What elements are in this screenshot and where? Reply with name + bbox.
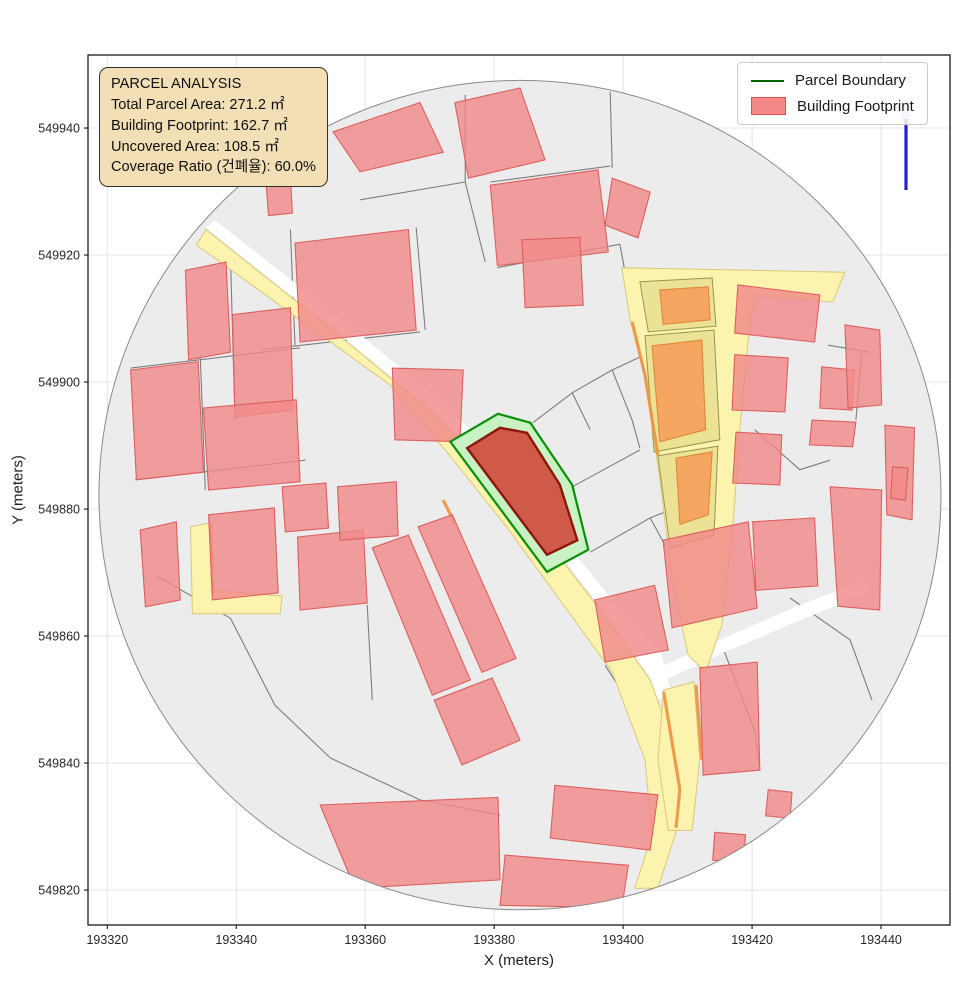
legend-item-building-footprint: Building Footprint [751,97,914,115]
building [391,367,464,443]
building [296,529,368,611]
parcel-analysis-line: Uncovered Area: 108.5 ㎡ [111,138,279,155]
legend-label: Building Footprint [797,97,914,115]
svg-text:549820: 549820 [38,884,80,898]
building [731,354,789,413]
building [549,784,659,851]
building [521,236,584,309]
svg-text:193400: 193400 [602,933,644,947]
orange-buildings-layer [651,286,713,526]
legend-item-parcel-boundary: Parcel Boundary [751,72,914,89]
building [208,507,279,601]
svg-text:549860: 549860 [38,630,80,644]
building [699,661,761,776]
building [294,228,417,343]
parcel-analysis-title: PARCEL ANALYSIS [111,76,242,92]
building [604,177,651,239]
orange-building [659,286,711,325]
building [371,534,472,696]
svg-text:549840: 549840 [38,757,80,771]
legend-label: Parcel Boundary [795,72,906,89]
orange-building [651,339,707,443]
building [319,796,501,889]
y-axis-label: Y (meters) [9,455,27,525]
svg-text:193380: 193380 [473,933,515,947]
axes-spines [87,54,951,926]
building [332,101,444,173]
svg-text:193360: 193360 [344,933,386,947]
building [734,284,821,343]
building [752,517,819,591]
building [594,584,669,663]
buildings-layer [130,87,916,909]
building [433,677,521,766]
building [764,789,793,819]
building [890,466,909,501]
svg-text:549880: 549880 [38,503,80,517]
red-patch-swatch-icon [751,97,786,115]
orange-building [675,451,713,526]
green-line-swatch-icon [751,79,784,82]
svg-text:193320: 193320 [86,933,128,947]
building [454,87,546,179]
svg-text:549940: 549940 [38,122,80,136]
building [732,431,783,486]
building [808,419,857,448]
building [202,399,301,491]
map-layers [98,80,941,910]
building [819,366,856,411]
building [417,514,517,674]
building [281,482,330,533]
svg-text:193420: 193420 [731,933,773,947]
x-axis-label: X (meters) [483,952,554,969]
legend: Parcel Boundary Building Footprint [737,62,928,125]
svg-text:549920: 549920 [38,249,80,263]
parcel-analysis-line: Total Parcel Area: 271.2 ㎡ [111,96,285,113]
parcel-analysis-line: Building Footprint: 162.7 ㎡ [111,117,288,134]
tick-labels: 193320 193340 193360 193380 193400 193420 1934… [38,122,902,947]
building [829,486,883,611]
svg-text:549900: 549900 [38,376,80,390]
building [184,261,232,361]
parcel-analysis-box: PARCEL ANALYSIS Total Parcel Area: 271.2… [99,67,328,188]
svg-text:193440: 193440 [860,933,902,947]
building [130,361,204,481]
building [662,521,758,629]
building [139,521,181,608]
building [336,481,399,541]
building [844,324,883,409]
parcel-analysis-line: Coverage Ratio (건폐율): 60.0% [111,159,316,176]
svg-text:193340: 193340 [215,933,257,947]
target-building [465,426,579,557]
